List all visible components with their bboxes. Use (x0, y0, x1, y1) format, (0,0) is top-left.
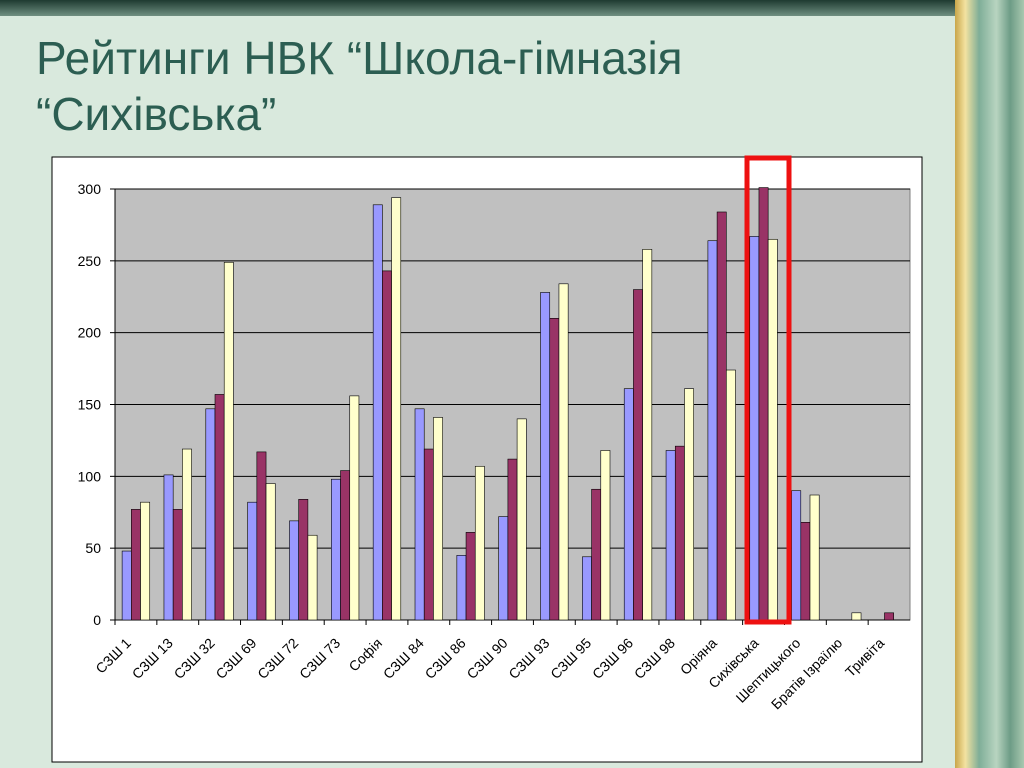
bar (809, 494, 820, 621)
bar (223, 261, 234, 621)
y-tick-label: 200 (78, 325, 102, 341)
title-line: “Сихівська” (36, 88, 277, 140)
bar (623, 388, 634, 621)
bar (800, 522, 811, 621)
bar (558, 283, 569, 621)
bar (163, 474, 174, 621)
bar (131, 509, 141, 621)
bar (684, 388, 694, 621)
decor-strip (955, 0, 1024, 768)
top-band (0, 0, 1024, 16)
bar (121, 550, 132, 621)
bar (600, 450, 611, 621)
bar (214, 394, 225, 621)
y-tick-label: 300 (78, 181, 102, 197)
bar (265, 483, 276, 621)
bar (247, 501, 258, 621)
bar (507, 458, 518, 621)
bar (767, 238, 778, 621)
bar (674, 445, 685, 621)
bar (474, 465, 485, 621)
bar (140, 501, 151, 621)
bar (498, 516, 509, 621)
bar (665, 450, 676, 621)
bar (414, 408, 425, 621)
bar (726, 369, 736, 621)
bar (205, 408, 216, 621)
bar (340, 470, 351, 621)
bar (591, 488, 602, 621)
bar (382, 270, 392, 621)
y-tick-label: 100 (78, 468, 102, 484)
y-tick-label: 150 (78, 397, 102, 413)
bar (540, 292, 551, 621)
bar (516, 418, 527, 621)
bar (423, 448, 434, 621)
bar (749, 236, 760, 621)
bar (582, 556, 592, 621)
bar (307, 534, 318, 621)
bar (182, 448, 192, 621)
y-tick-label: 0 (93, 612, 101, 628)
bar (633, 289, 643, 621)
bar (349, 395, 360, 621)
highlight-box (744, 155, 792, 625)
bar (758, 187, 769, 621)
bar (289, 520, 299, 621)
bar (456, 555, 467, 621)
bar (884, 612, 894, 621)
bar (549, 317, 560, 621)
y-tick-label: 50 (85, 540, 101, 556)
bar (256, 451, 267, 621)
bar (707, 240, 718, 621)
bar (172, 509, 183, 621)
y-tick-label: 250 (78, 253, 102, 269)
bar (791, 490, 802, 621)
title-line: Рейтинги НВК “Школа-гімназія (36, 32, 683, 84)
bar (433, 417, 443, 621)
bar (372, 204, 383, 621)
bar (465, 532, 476, 621)
bar (298, 499, 309, 621)
bar (642, 249, 653, 621)
bar (331, 478, 341, 621)
bar (391, 197, 402, 621)
bar (851, 612, 862, 621)
slide-title: Рейтинги НВК “Школа-гімназія “Сихівська” (36, 30, 683, 142)
bar (716, 211, 727, 621)
